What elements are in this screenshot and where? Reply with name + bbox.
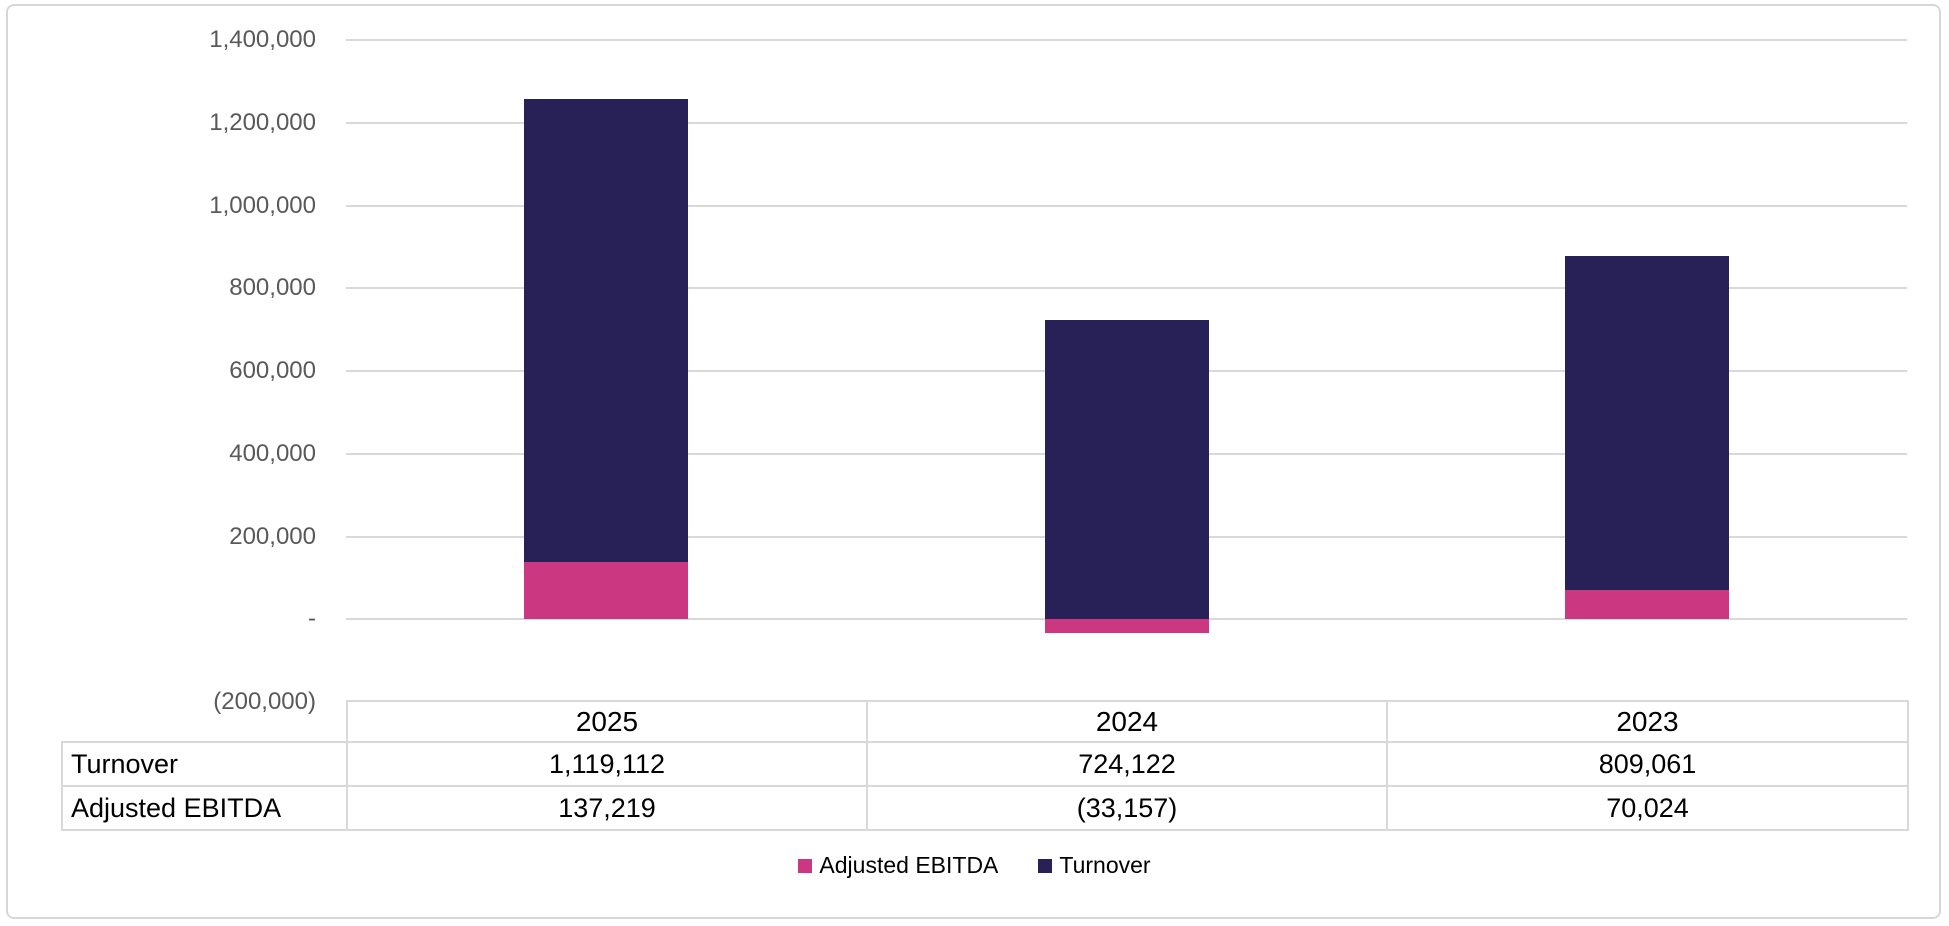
bar-segment-adjusted-ebitda-2024 <box>1044 619 1209 633</box>
table-row: Turnover 1,119,112 724,122 809,061 <box>61 741 1909 787</box>
y-axis-tick-label: 600,000 <box>229 357 316 384</box>
legend-item-turnover: Turnover <box>1038 852 1151 879</box>
chart-legend: Adjusted EBITDA Turnover <box>0 852 1949 879</box>
table-value-cell: 809,061 <box>1386 741 1909 787</box>
bar-segment-turnover-2025 <box>524 99 689 563</box>
table-value-cell: 70,024 <box>1386 785 1909 831</box>
y-axis-tick-label: 1,400,000 <box>209 26 316 53</box>
legend-item-adjusted-ebitda: Adjusted EBITDA <box>798 852 998 879</box>
table-value-cell: 1,119,112 <box>346 741 868 787</box>
y-gridline <box>346 287 1907 290</box>
table-row-label: Adjusted EBITDA <box>61 785 348 831</box>
table-row: Adjusted EBITDA 137,219 (33,157) 70,024 <box>61 785 1909 831</box>
legend-label: Turnover <box>1059 852 1151 878</box>
y-axis-tick-label: 1,000,000 <box>209 191 316 219</box>
bar-segment-turnover-2023 <box>1564 255 1729 591</box>
y-gridline <box>346 204 1907 207</box>
legend-label: Adjusted EBITDA <box>819 852 999 878</box>
y-axis-tick-label: - <box>308 605 316 633</box>
chart-data-table: 2025 2024 2023 Turnover 1,119,112 724,122 809,… <box>61 700 1909 831</box>
y-gridline <box>346 121 1907 124</box>
table-corner-cell <box>62 701 347 742</box>
table-year-header: 2024 <box>866 700 1388 743</box>
y-axis-tick-label: 400,000 <box>229 439 316 467</box>
table-value-cell: 137,219 <box>346 785 868 831</box>
y-axis-tick-label: 200,000 <box>229 522 316 550</box>
legend-swatch-icon <box>1038 858 1053 873</box>
y-axis-tick-label: 1,200,000 <box>209 108 316 136</box>
y-axis-tick-label: (200,000) <box>213 688 316 715</box>
table-header-row: 2025 2024 2023 <box>62 700 1909 743</box>
bar-segment-turnover-2024 <box>1044 319 1209 620</box>
table-value-cell: (33,157) <box>866 785 1388 831</box>
bar-segment-adjusted-ebitda-2023 <box>1564 590 1729 620</box>
y-gridline <box>346 39 1907 41</box>
table-row-label: Turnover <box>61 741 348 787</box>
table-value-cell: 724,122 <box>866 741 1388 787</box>
y-axis-tick-label: 800,000 <box>229 274 316 302</box>
bar-segment-adjusted-ebitda-2025 <box>524 562 689 620</box>
legend-swatch-icon <box>798 858 813 873</box>
table-year-header: 2023 <box>1386 700 1909 743</box>
table-year-header: 2025 <box>346 700 868 743</box>
